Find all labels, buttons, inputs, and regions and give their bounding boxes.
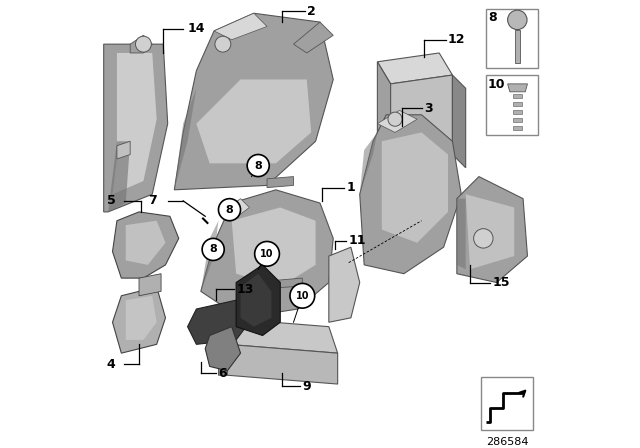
Polygon shape <box>457 177 527 283</box>
Polygon shape <box>218 318 338 353</box>
Polygon shape <box>513 94 522 99</box>
Polygon shape <box>513 126 522 130</box>
Circle shape <box>218 198 241 221</box>
Polygon shape <box>378 110 417 133</box>
Polygon shape <box>294 22 333 53</box>
Circle shape <box>224 199 239 215</box>
Polygon shape <box>508 84 527 92</box>
Polygon shape <box>241 274 271 327</box>
FancyBboxPatch shape <box>486 9 538 69</box>
Polygon shape <box>378 62 390 164</box>
Text: 6: 6 <box>218 366 227 379</box>
Text: 286584: 286584 <box>486 437 529 447</box>
Circle shape <box>202 238 224 260</box>
Polygon shape <box>329 247 360 322</box>
Circle shape <box>247 155 269 177</box>
Polygon shape <box>227 345 338 384</box>
Circle shape <box>255 241 280 266</box>
Polygon shape <box>223 198 250 221</box>
Circle shape <box>388 112 402 126</box>
Text: 8: 8 <box>209 245 217 254</box>
Polygon shape <box>513 110 522 114</box>
Polygon shape <box>390 75 452 164</box>
Text: 2: 2 <box>307 4 316 17</box>
Polygon shape <box>267 177 294 188</box>
Text: 12: 12 <box>448 33 465 46</box>
Polygon shape <box>108 141 130 212</box>
Circle shape <box>290 284 315 308</box>
Text: 8: 8 <box>226 205 234 215</box>
Text: 3: 3 <box>424 102 433 115</box>
Text: 8: 8 <box>488 11 497 24</box>
Polygon shape <box>515 30 520 63</box>
Polygon shape <box>382 133 448 243</box>
Text: 5: 5 <box>107 194 116 207</box>
Text: 8: 8 <box>254 160 262 171</box>
Polygon shape <box>360 133 378 194</box>
Polygon shape <box>126 221 166 265</box>
Text: 15: 15 <box>492 276 509 289</box>
Text: 10: 10 <box>488 78 505 91</box>
Polygon shape <box>117 141 130 159</box>
Polygon shape <box>113 53 157 194</box>
Polygon shape <box>214 13 267 40</box>
Text: 1: 1 <box>346 181 355 194</box>
Polygon shape <box>276 278 302 288</box>
Polygon shape <box>188 300 250 345</box>
Polygon shape <box>466 194 514 269</box>
Text: 14: 14 <box>188 22 205 35</box>
Text: 7: 7 <box>148 194 157 207</box>
Polygon shape <box>205 327 241 371</box>
Polygon shape <box>174 88 196 190</box>
FancyBboxPatch shape <box>486 75 538 135</box>
FancyBboxPatch shape <box>481 377 533 431</box>
Polygon shape <box>104 44 168 212</box>
Polygon shape <box>201 190 333 318</box>
Circle shape <box>474 228 493 248</box>
Text: 11: 11 <box>349 234 366 247</box>
Circle shape <box>136 36 152 52</box>
Polygon shape <box>130 35 152 53</box>
Text: 9: 9 <box>302 380 311 393</box>
Polygon shape <box>174 13 333 190</box>
Polygon shape <box>452 75 466 168</box>
Polygon shape <box>457 198 466 269</box>
Polygon shape <box>196 79 311 164</box>
Polygon shape <box>236 265 280 336</box>
Polygon shape <box>139 274 161 296</box>
Text: 10: 10 <box>296 291 309 301</box>
Circle shape <box>215 36 231 52</box>
Text: 10: 10 <box>260 249 274 259</box>
Polygon shape <box>513 102 522 106</box>
Polygon shape <box>218 318 227 375</box>
Text: 13: 13 <box>236 283 253 296</box>
Polygon shape <box>113 287 166 353</box>
Circle shape <box>508 10 527 30</box>
Polygon shape <box>378 53 452 84</box>
Polygon shape <box>360 115 461 274</box>
Polygon shape <box>201 221 218 291</box>
Polygon shape <box>513 118 522 122</box>
Text: 4: 4 <box>107 358 116 370</box>
Polygon shape <box>232 207 316 287</box>
Polygon shape <box>113 212 179 278</box>
Polygon shape <box>126 296 157 340</box>
